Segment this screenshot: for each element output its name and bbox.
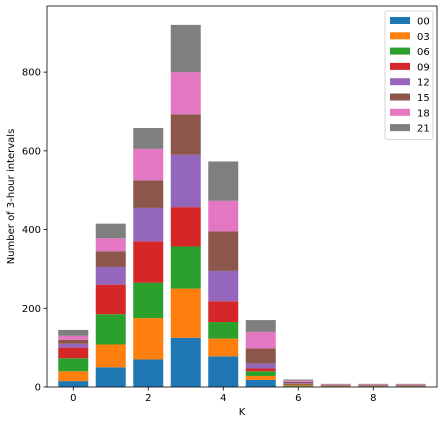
- bar-segment-09-k3: [170, 207, 201, 247]
- bar-segment-15-k3: [170, 114, 201, 155]
- bar-segment-12-k0: [58, 343, 89, 348]
- bar-segment-18-k0: [58, 335, 89, 340]
- bar-segment-00-k3: [170, 337, 201, 387]
- legend-swatch-18: [390, 108, 410, 116]
- y-tick-label: 800: [22, 68, 41, 79]
- bar-segment-09-k2: [133, 241, 164, 283]
- bar-segment-21-k4: [208, 161, 239, 201]
- bar-segment-03-k5: [245, 375, 276, 380]
- legend-swatch-09: [390, 62, 410, 70]
- x-tick-label: 8: [370, 393, 376, 404]
- bar-segment-18-k4: [208, 200, 239, 232]
- bar-segment-15-k1: [95, 251, 126, 267]
- bar-segment-09-k4: [208, 301, 239, 323]
- legend-label-06: 06: [417, 47, 430, 58]
- plot-frame: [46, 5, 438, 388]
- bar-segment-15-k2: [133, 180, 164, 208]
- bar-segment-18-k3: [170, 72, 201, 115]
- legend-label-12: 12: [417, 78, 430, 89]
- bar-segment-12-k3: [170, 154, 201, 208]
- bar-segment-18-k5: [245, 331, 276, 349]
- bar-segment-21-k1: [95, 223, 126, 239]
- legend-swatch-12: [390, 78, 410, 86]
- axes-layer: 0 2 4 6 8 0 200 400 600 800: [22, 5, 438, 404]
- legend: 00 03 06 09 12 15 18 21: [384, 10, 434, 140]
- legend-frame: [384, 10, 434, 140]
- bar-segment-18-k2: [133, 148, 164, 181]
- bar-segment-18-k1: [95, 238, 126, 252]
- bars-layer: [58, 24, 426, 387]
- bar-segment-03-k2: [133, 318, 164, 360]
- bar-segment-15-k6: [283, 381, 314, 384]
- bar-segment-03-k3: [170, 288, 201, 338]
- bar-segment-00-k5: [245, 379, 276, 387]
- y-tick-label: 400: [22, 225, 41, 236]
- x-tick-label: 0: [70, 393, 76, 404]
- bar-segment-09-k6: [283, 383, 314, 385]
- legend-label-09: 09: [417, 62, 430, 73]
- bar-segment-09-k5: [245, 368, 276, 372]
- bar-segment-21-k0: [58, 329, 89, 336]
- y-tick-label: 200: [22, 304, 41, 315]
- bar-segment-06-k1: [95, 314, 126, 345]
- y-tick-label: 600: [22, 146, 41, 157]
- legend-swatch-15: [390, 93, 410, 101]
- legend-label-03: 03: [417, 32, 430, 43]
- y-tick-label: 0: [35, 383, 41, 394]
- bar-segment-21-k6: [283, 379, 314, 381]
- bar-segment-18-k6: [283, 380, 314, 382]
- bar-segment-06-k4: [208, 322, 239, 339]
- bar-segment-00-k0: [58, 381, 89, 387]
- bar-segment-06-k5: [245, 371, 276, 376]
- y-axis-label: Number of 3-hour intervals: [6, 129, 17, 265]
- bar-segment-12-k5: [245, 363, 276, 369]
- bar-segment-12-k1: [95, 266, 126, 285]
- legend-label-21: 21: [417, 124, 430, 135]
- bar-segment-00-k4: [208, 356, 239, 387]
- x-tick-label: 4: [220, 393, 226, 404]
- bar-segment-06-k3: [170, 246, 201, 289]
- bar-segment-03-k4: [208, 338, 239, 357]
- bar-segment-00-k1: [95, 367, 126, 387]
- legend-swatch-00: [390, 17, 410, 24]
- bar-segment-12-k4: [208, 270, 239, 302]
- legend-swatch-21: [390, 124, 410, 132]
- bar-segment-15-k4: [208, 231, 239, 271]
- bar-segment-21-k2: [133, 128, 164, 149]
- legend-swatch-06: [390, 47, 410, 55]
- legend-label-00: 00: [417, 17, 430, 28]
- x-axis-label: K: [239, 407, 246, 418]
- bar-segment-06-k0: [58, 358, 89, 372]
- legend-label-18: 18: [417, 108, 430, 119]
- bar-segment-03-k6: [283, 385, 314, 387]
- bar-segment-12-k6: [283, 383, 314, 384]
- bar-segment-00-k2: [133, 359, 164, 387]
- x-tick-label: 2: [145, 393, 151, 404]
- bar-segment-03-k1: [95, 344, 126, 368]
- bar-segment-15-k0: [58, 339, 89, 344]
- bar-segment-21-k5: [245, 320, 276, 332]
- legend-label-15: 15: [417, 93, 430, 104]
- bar-segment-15-k5: [245, 348, 276, 364]
- bar-segment-12-k2: [133, 207, 164, 242]
- bar-segment-03-k0: [58, 371, 89, 382]
- bar-segment-09-k1: [95, 284, 126, 315]
- bar-segment-06-k6: [283, 384, 314, 386]
- x-tick-label: 6: [295, 393, 301, 404]
- bar-segment-21-k3: [170, 24, 201, 73]
- bar-segment-09-k0: [58, 347, 89, 359]
- legend-swatch-03: [390, 32, 410, 40]
- bar-segment-06-k2: [133, 282, 164, 319]
